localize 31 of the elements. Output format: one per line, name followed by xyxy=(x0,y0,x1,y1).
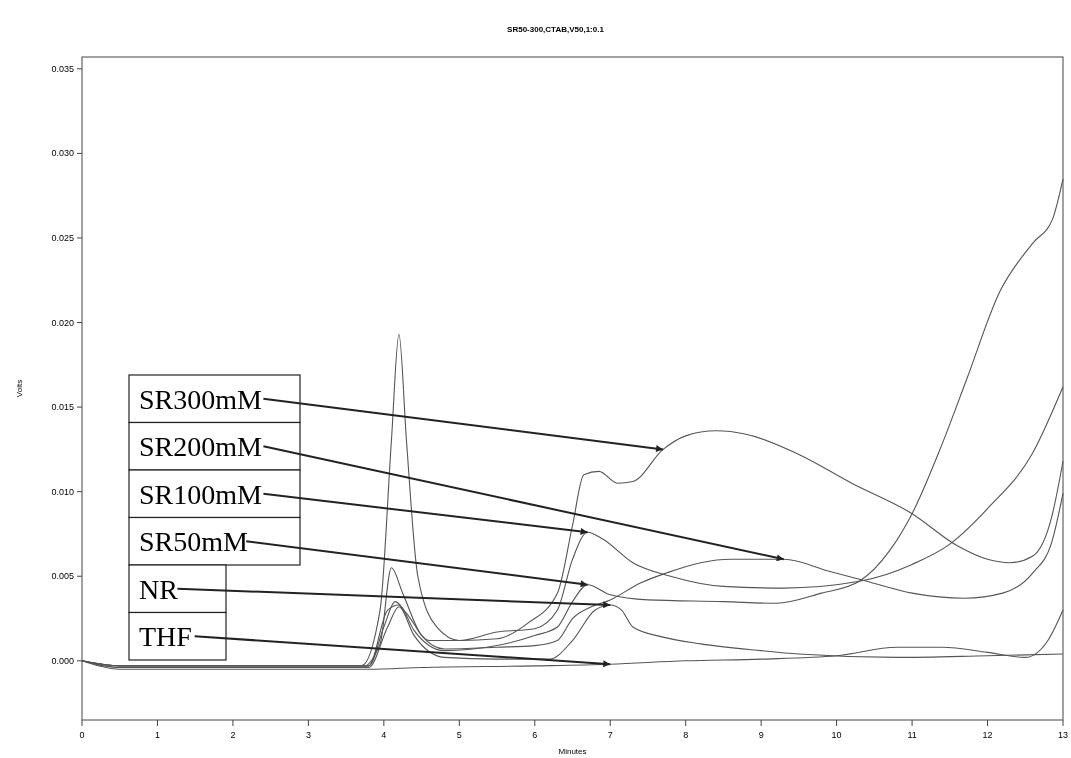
chart-title: SR50-300,CTAB,V50,1:0.1 xyxy=(507,25,605,34)
x-tick-label: 10 xyxy=(831,730,842,740)
annotation: SR100mM xyxy=(139,478,263,510)
x-tick-label: 0 xyxy=(79,730,85,740)
x-tick-label: 1 xyxy=(154,730,160,740)
annotation: SR50mM xyxy=(139,526,249,558)
y-tick-label: 0.010 xyxy=(51,486,74,497)
x-tick-label: 13 xyxy=(1057,730,1069,740)
x-tick-label: 4 xyxy=(381,730,387,740)
x-tick-label: 2 xyxy=(230,730,236,740)
annotation: SR200mM xyxy=(139,431,263,463)
y-tick-label: 0.005 xyxy=(51,571,74,582)
y-tick-label: 0.000 xyxy=(51,655,74,666)
x-axis-title: Minutes xyxy=(558,747,587,756)
x-tick-label: 6 xyxy=(532,730,538,740)
y-tick-label: 0.020 xyxy=(51,317,74,328)
y-tick-label: 0.015 xyxy=(51,402,74,413)
x-tick-label: 8 xyxy=(683,730,689,740)
x-tick-label: 9 xyxy=(758,730,764,740)
x-tick-label: 12 xyxy=(982,730,993,740)
y-tick-label: 0.035 xyxy=(51,63,74,74)
annotation: THF xyxy=(139,621,192,653)
y-axis-title: Volts xyxy=(15,379,24,398)
y-tick-label: 0.025 xyxy=(51,232,74,243)
x-tick-label: 7 xyxy=(607,730,613,740)
y-tick-label: 0.030 xyxy=(51,148,74,159)
annotation: NR xyxy=(139,573,179,605)
annotation: SR300mM xyxy=(139,383,263,415)
x-tick-label: 3 xyxy=(305,730,311,740)
x-tick-label: 5 xyxy=(456,730,462,740)
x-tick-label: 11 xyxy=(907,730,917,740)
